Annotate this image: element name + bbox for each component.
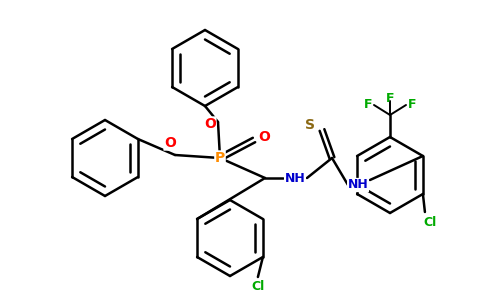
Text: Cl: Cl	[251, 280, 265, 293]
Text: O: O	[204, 117, 216, 131]
Text: P: P	[215, 151, 225, 165]
Text: O: O	[258, 130, 270, 144]
Text: F: F	[364, 98, 372, 112]
Text: NH: NH	[348, 178, 368, 191]
Text: Cl: Cl	[424, 215, 437, 229]
Text: F: F	[386, 92, 394, 106]
Text: NH: NH	[285, 172, 305, 184]
Text: S: S	[305, 118, 315, 132]
Text: F: F	[408, 98, 416, 112]
Text: O: O	[164, 136, 176, 150]
